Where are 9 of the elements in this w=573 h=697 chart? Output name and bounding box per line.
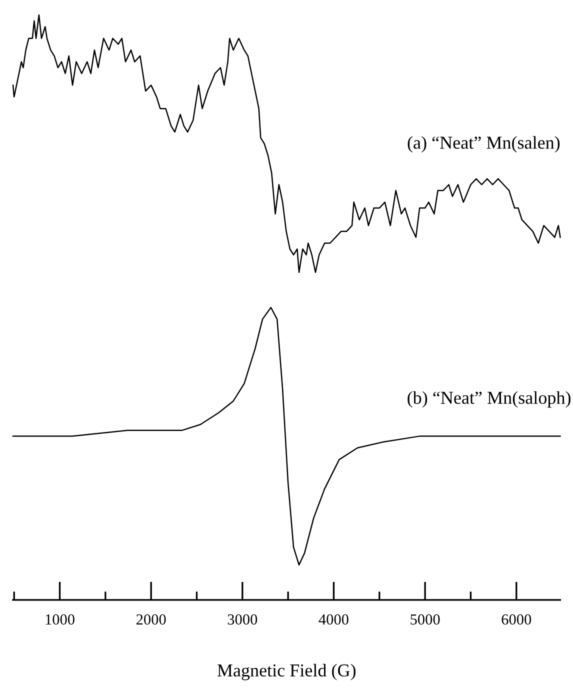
- x-tick-label: 4000: [318, 614, 348, 625]
- x-tick-label: 2000: [136, 614, 166, 625]
- x-tick-label: 5000: [410, 614, 440, 625]
- x-axis-title: Magnetic Field (G): [217, 664, 356, 680]
- annotation: (b) “Neat” Mn(saloph): [408, 391, 570, 408]
- annotation: (a) “Neat” Mn(salen): [408, 136, 560, 152]
- x-tick-label: 6000: [502, 614, 532, 625]
- x-tick-label: 3000: [228, 614, 258, 625]
- x-tick-label: 1000: [46, 614, 74, 625]
